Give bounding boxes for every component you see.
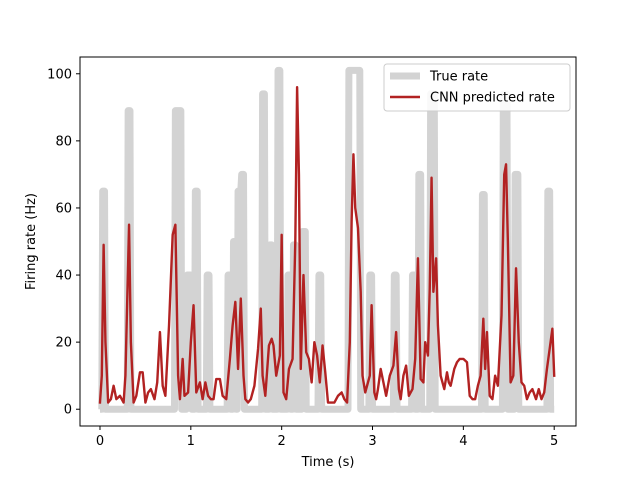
x-tick-label: 0 bbox=[96, 434, 104, 449]
x-tick-label: 1 bbox=[187, 434, 195, 449]
y-tick-label: 0 bbox=[64, 403, 72, 418]
legend-label-true-rate: True rate bbox=[429, 70, 488, 85]
y-tick-label: 40 bbox=[55, 269, 72, 284]
y-tick-label: 20 bbox=[55, 336, 72, 351]
y-tick-label: 60 bbox=[55, 201, 72, 216]
plot-area bbox=[79, 56, 577, 427]
axes-frame bbox=[79, 56, 577, 427]
x-tick-label: 2 bbox=[278, 434, 286, 449]
x-tick-label: 3 bbox=[368, 434, 376, 449]
true-rate-line bbox=[98, 66, 555, 413]
y-tick-label: 80 bbox=[55, 134, 72, 149]
legend: True rate CNN predicted rate bbox=[383, 63, 571, 112]
legend-box bbox=[383, 63, 571, 112]
x-axis-ticks: 0 1 2 3 4 5 bbox=[96, 426, 558, 449]
legend-label-cnn-predicted-rate: CNN predicted rate bbox=[430, 91, 555, 106]
y-axis-label: Firing rate (Hz) bbox=[24, 193, 39, 290]
x-axis-label: Time (s) bbox=[301, 455, 355, 470]
x-tick-label: 4 bbox=[459, 434, 467, 449]
cnn-predicted-rate-line bbox=[98, 85, 556, 404]
y-tick-label: 100 bbox=[47, 67, 72, 82]
x-tick-label: 5 bbox=[550, 434, 558, 449]
y-axis-ticks: 0 20 40 60 80 100 bbox=[47, 67, 80, 418]
